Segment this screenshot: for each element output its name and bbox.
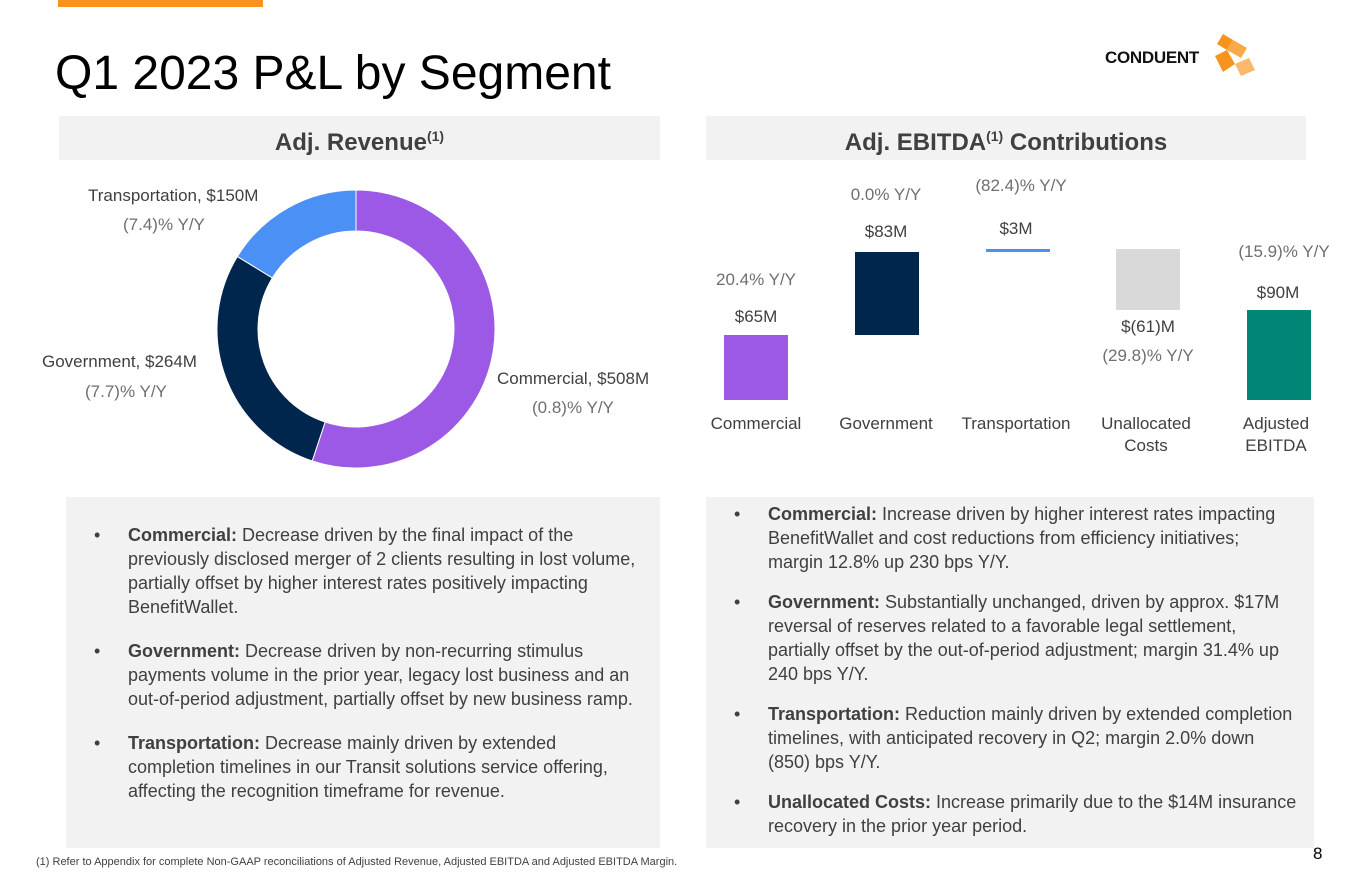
donut-yoy-government: (7.7)% Y/Y <box>85 382 167 401</box>
wf-bar-adjusted <box>1247 310 1311 400</box>
wf-bar-unallocated <box>1116 249 1180 310</box>
donut-yoy-transportation: (7.4)% Y/Y <box>123 215 205 234</box>
revenue-note-transportation: • Transportation: Decrease mainly driven … <box>94 731 648 803</box>
revenue-note-government: • Government: Decrease driven by non-recu… <box>94 639 648 711</box>
ebitda-panel-title: Adj. EBITDA <box>844 129 987 156</box>
note-text: Substantially unchanged, driven by appro… <box>768 592 1280 684</box>
wf-value-unallocated: $(61)M <box>1121 317 1175 336</box>
accent-bar <box>58 0 263 7</box>
wf-category-commercial: Commercial <box>710 414 802 433</box>
donut-label-commercial: Commercial, $508M <box>497 369 650 388</box>
bullet-icon: • <box>734 592 741 612</box>
wf-value-government: $83M <box>864 222 908 241</box>
note-heading: Government: <box>768 592 881 612</box>
revenue-panel-title: Adj. Revenue <box>274 129 427 156</box>
donut-yoy-commercial: (0.8)% Y/Y <box>532 398 614 417</box>
note-heading: Government: <box>128 641 241 661</box>
note-text: Decrease driven by the final impact of t… <box>128 525 636 617</box>
donut-label-transportation: Transportation, $150M <box>88 186 259 205</box>
wf-category-unallocated: Unallocated Costs <box>1101 414 1191 455</box>
ebitda-note-government: • Government: Substantially unchanged, dr… <box>734 590 1298 686</box>
bullet-icon: • <box>94 641 101 661</box>
revenue-panel-footnote-ref: (1) <box>426 128 445 144</box>
revenue-panel-header: Adj. Revenue(1) <box>59 116 660 160</box>
wf-bar-commercial <box>724 335 788 400</box>
wf-yoy-unallocated: (29.8)% Y/Y <box>1102 346 1194 365</box>
note-heading: Unallocated Costs: <box>768 792 932 812</box>
bullet-icon: • <box>94 525 101 545</box>
note-text: Decrease mainly driven by extended compl… <box>128 733 608 801</box>
bullet-icon: • <box>734 504 741 524</box>
wf-value-commercial: $65M <box>734 307 778 326</box>
conduent-logo: CONDUENT <box>1105 34 1255 78</box>
wf-yoy-commercial: 20.4% Y/Y <box>715 270 797 289</box>
wf-yoy-government: 0.0% Y/Y <box>850 185 922 204</box>
note-heading: Commercial: <box>128 525 238 545</box>
page-number: 8 <box>1313 844 1323 863</box>
ebitda-panel-title-suffix: Contributions <box>1003 129 1168 156</box>
ebitda-notes-box: • Commercial: Increase driven by higher i… <box>706 497 1314 848</box>
wf-category-transportation: Transportation <box>961 414 1071 433</box>
wf-value-adjusted: $90M <box>1256 283 1300 302</box>
note-heading: Transportation: <box>768 704 901 724</box>
donut-label-government: Government, $264M <box>42 352 197 371</box>
bullet-icon: • <box>734 792 741 812</box>
wf-yoy-adjusted: (15.9)% Y/Y <box>1238 242 1330 261</box>
note-text: Increase primarily due to the $14M insur… <box>768 792 1297 836</box>
note-heading: Transportation: <box>128 733 261 753</box>
wf-bar-transportation <box>986 249 1050 252</box>
ebitda-panel-header: Adj. EBITDA(1) Contributions <box>706 116 1306 160</box>
ebitda-note-commercial: • Commercial: Increase driven by higher i… <box>734 502 1298 574</box>
note-text: Increase driven by higher interest rates… <box>768 504 1276 572</box>
note-heading: Commercial: <box>768 504 878 524</box>
note-text: Decrease driven by non-recurring stimulu… <box>128 641 633 709</box>
ebitda-notes-list: • Commercial: Increase driven by higher i… <box>734 502 1298 854</box>
donut-slice-government <box>216 255 326 462</box>
revenue-note-commercial: • Commercial: Decrease driven by the fina… <box>94 523 648 619</box>
revenue-notes-box: • Commercial: Decrease driven by the fina… <box>66 497 660 848</box>
ebitda-note-unallocated: • Unallocated Costs: Increase primarily d… <box>734 790 1298 838</box>
ebitda-panel-footnote-ref: (1) <box>986 128 1004 144</box>
page-title: Q1 2023 P&L by Segment <box>55 47 611 100</box>
logo-text: CONDUENT <box>1105 48 1199 67</box>
bullet-icon: • <box>94 733 101 753</box>
wf-yoy-transportation: (82.4)% Y/Y <box>975 176 1067 195</box>
donut-slice-commercial <box>311 189 496 469</box>
bullet-icon: • <box>734 704 741 724</box>
wf-category-adjusted: Adjusted EBITDA <box>1242 414 1310 455</box>
wf-category-government: Government <box>839 414 933 433</box>
ebitda-note-transportation: • Transportation: Reduction mainly driven… <box>734 702 1298 774</box>
note-text: Reduction mainly driven by extended comp… <box>768 704 1293 772</box>
wf-value-transportation: $3M <box>999 219 1033 238</box>
revenue-notes-list: • Commercial: Decrease driven by the fina… <box>94 523 648 823</box>
footnote: (1) Refer to Appendix for complete Non-G… <box>36 856 678 868</box>
wf-bar-government <box>855 252 919 335</box>
conduent-logo-mark-icon <box>1215 34 1255 76</box>
